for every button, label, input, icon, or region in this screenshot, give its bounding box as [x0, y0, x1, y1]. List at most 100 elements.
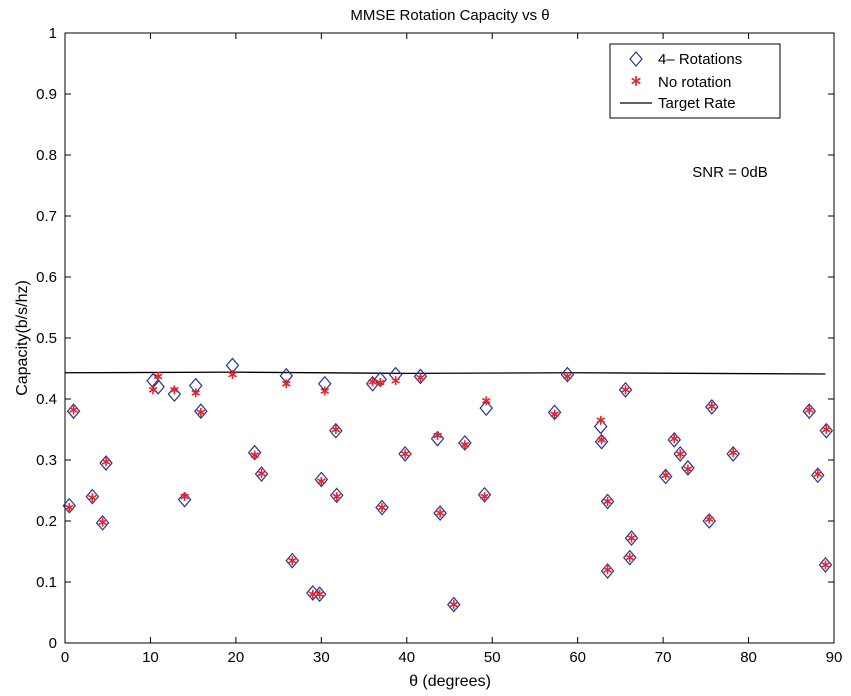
- y-tick-label: 1: [49, 25, 57, 42]
- rotations-point: [314, 471, 329, 488]
- no-rotation-point: [317, 476, 326, 486]
- x-tick-label: 50: [484, 649, 501, 666]
- no-rotation-point: [433, 431, 442, 441]
- no-rotation-point: [596, 415, 606, 425]
- rotations-point: [62, 497, 77, 514]
- no-rotation-point: [180, 492, 189, 502]
- rotations-point: [600, 563, 615, 579]
- rotations-point: [560, 366, 575, 383]
- rotations-point: [477, 486, 492, 503]
- rotations-point: [413, 368, 428, 385]
- rotations-point: [658, 468, 673, 485]
- no-rotation-point: [480, 492, 489, 502]
- x-tick-label: 90: [826, 649, 843, 666]
- no-rotation-point: [88, 493, 97, 503]
- legend-label-no-rotation: No rotation: [658, 74, 731, 91]
- plot-area: [64, 32, 835, 644]
- no-rotation-point: [331, 425, 341, 434]
- rotations-point: [673, 445, 687, 462]
- rotations-point: [433, 505, 447, 521]
- rotations-point: [458, 434, 472, 451]
- no-rotation-point: [621, 385, 630, 395]
- legend-box: [609, 43, 781, 119]
- rotations-point: [547, 404, 562, 421]
- rotations-point: [99, 455, 113, 471]
- rotations-point: [802, 403, 817, 420]
- y-tick-label: 0.8: [36, 147, 57, 164]
- rotations-point: [177, 491, 192, 508]
- no-rotation-point: [435, 508, 445, 518]
- no-rotation-point: [69, 405, 78, 415]
- rotations-point: [702, 513, 717, 529]
- rotations-point: [430, 430, 445, 447]
- no-rotation-point: [332, 492, 342, 502]
- rotations-point: [85, 488, 100, 505]
- legend-label-rotations: 4– Rotations: [658, 51, 742, 68]
- x-tick-label: 0: [61, 649, 69, 666]
- legend-label-target-rate: Target Rate: [658, 95, 736, 112]
- rotations-point: [151, 378, 165, 395]
- rotations-point: [593, 418, 608, 435]
- rotations-point: [810, 467, 825, 484]
- no-rotation-point: [603, 496, 612, 506]
- no-rotation-point: [391, 376, 400, 386]
- target-rate-line: [64, 371, 826, 375]
- no-rotation-point: [627, 533, 636, 543]
- no-rotation-point: [400, 449, 410, 459]
- rotations-point: [622, 549, 637, 566]
- no-rotation-point: [563, 371, 572, 381]
- x-axis: 0 10 20 30 40 50 60 70 80 90: [61, 33, 843, 666]
- no-rotation-point: [320, 386, 330, 396]
- y-tick-label: 0.1: [36, 574, 57, 591]
- no-rotation-point: [416, 373, 425, 383]
- no-rotation-point: [281, 379, 291, 389]
- no-rotation-point: [375, 378, 385, 388]
- y-tick-label: 0.5: [36, 330, 57, 347]
- no-rotation-point: [196, 407, 206, 417]
- no-rotation-point: [368, 377, 377, 387]
- no-rotation-point: [707, 401, 717, 411]
- no-rotation-point: [550, 409, 559, 419]
- no-rotation-point: [148, 385, 158, 395]
- rotations-point: [624, 530, 639, 547]
- no-rotation-point: [98, 517, 107, 527]
- y-tick-label: 0.2: [36, 513, 57, 530]
- x-tick-label: 80: [740, 649, 757, 666]
- x-tick-label: 40: [398, 649, 415, 666]
- rotations-point: [681, 460, 695, 476]
- rotations-point: [479, 400, 494, 417]
- no-rotation-point: [250, 450, 260, 460]
- chart-title: MMSE Rotation Capacity vs θ: [350, 7, 549, 24]
- no-rotation-point: [460, 440, 470, 450]
- y-tick-label: 0.3: [36, 452, 57, 469]
- no-rotation-point: [813, 469, 823, 479]
- no-rotation-point: [64, 503, 74, 513]
- x-axis-label: θ (degrees): [409, 673, 491, 690]
- x-tick-label: 20: [228, 649, 245, 666]
- rotations-point: [194, 403, 208, 420]
- no-rotation-point: [675, 449, 685, 459]
- no-rotation-point: [153, 371, 163, 381]
- no-rotation-point: [257, 468, 266, 478]
- series-layer: [62, 357, 834, 613]
- legend-diamond-icon: [629, 51, 643, 67]
- y-axis-label: Capacity(b/s/hz): [14, 280, 31, 396]
- no-rotation-point: [228, 370, 237, 380]
- rotations-point: [329, 422, 343, 439]
- no-rotation-point: [191, 388, 201, 398]
- x-tick-label: 10: [142, 649, 159, 666]
- y-tick-label: 0: [49, 635, 57, 652]
- rotations-point: [818, 556, 833, 573]
- rotations-point: [600, 493, 615, 510]
- rotations-point: [726, 445, 740, 462]
- rotations-point: [66, 403, 81, 420]
- no-rotation-point: [683, 464, 693, 474]
- rotations-point: [329, 487, 344, 504]
- rotations-point: [247, 444, 262, 461]
- rotations-point: [618, 381, 633, 398]
- rotations-point: [819, 422, 834, 439]
- rotations-point: [594, 433, 609, 450]
- y-tick-label: 0.9: [36, 86, 57, 103]
- x-tick-label: 70: [655, 649, 672, 666]
